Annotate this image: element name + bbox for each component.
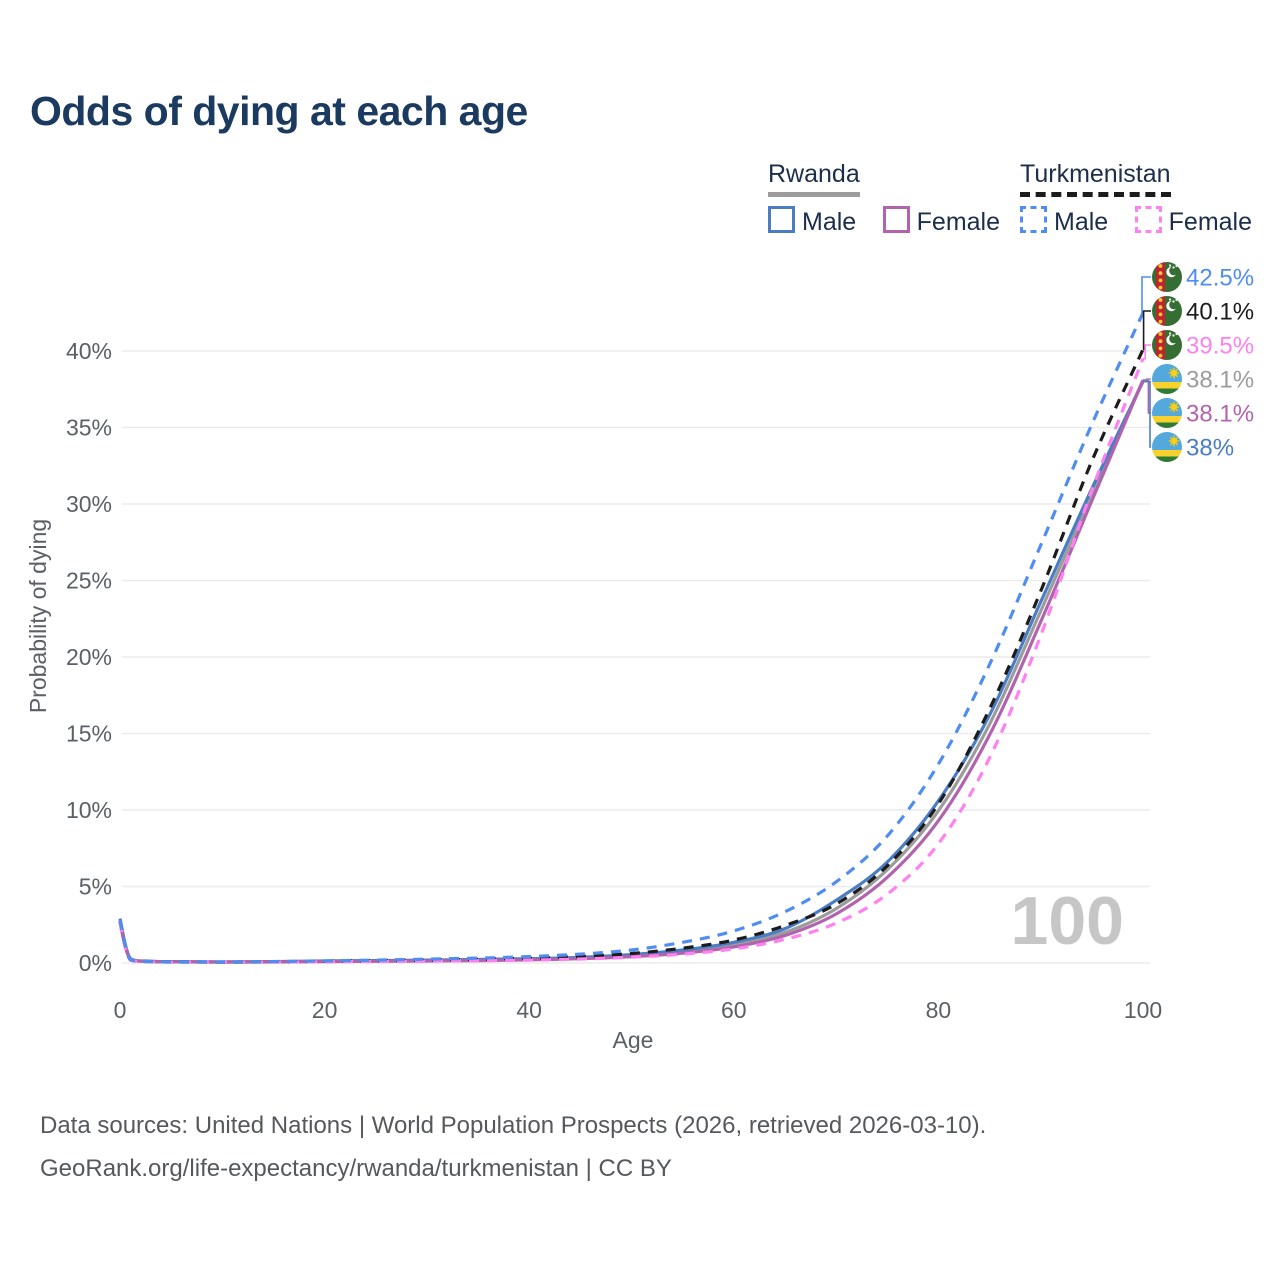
legend-label-turkmenistan-female: Female xyxy=(1168,208,1253,236)
label-connector-rwanda-male xyxy=(1143,380,1151,448)
label-connector-turkmenistan-all xyxy=(1142,310,1151,351)
series-line-turkmenistan-female[interactable] xyxy=(118,358,1145,964)
end-label-rwanda-female: 38.1% xyxy=(1186,401,1254,428)
label-connector-turkmenistan-male xyxy=(1141,276,1151,314)
rwanda-flag-icon xyxy=(1152,398,1182,428)
page-title: Odds of dying at each age xyxy=(30,88,528,134)
series-line-rwanda-female[interactable] xyxy=(118,379,1145,964)
footer: Data sources: United Nations | World Pop… xyxy=(40,1104,986,1190)
x-tick-40: 40 xyxy=(516,997,542,1023)
x-axis-title: Age xyxy=(613,1027,654,1053)
turkmenistan-flag-icon xyxy=(1152,262,1182,292)
end-label-rwanda-male: 38% xyxy=(1186,435,1234,462)
legend-label-rwanda-male: Male xyxy=(802,208,857,236)
series-line-rwanda-all[interactable] xyxy=(118,379,1145,964)
x-tick-0: 0 xyxy=(114,997,127,1023)
end-label-turkmenistan-female: 39.5% xyxy=(1186,333,1254,360)
x-tick-80: 80 xyxy=(926,997,952,1023)
x-tick-60: 60 xyxy=(721,997,747,1023)
legend-item-rwanda-male[interactable]: Male xyxy=(768,206,856,237)
series-line-rwanda-male[interactable] xyxy=(118,380,1145,964)
y-tick-10: 10% xyxy=(66,797,112,823)
series-line-turkmenistan-all[interactable] xyxy=(118,348,1145,964)
legend-label-rwanda-female: Female xyxy=(916,208,1001,236)
end-label-turkmenistan-all: 40.1% xyxy=(1186,299,1254,326)
legend-item-rwanda-female[interactable]: Female xyxy=(882,206,1001,237)
y-tick-20: 20% xyxy=(66,644,112,670)
y-axis-title: Probability of dying xyxy=(25,519,51,713)
y-tick-15: 15% xyxy=(66,721,112,747)
legend-group-turkmenistan: Turkmenistan Male Female xyxy=(1020,160,1274,237)
legend-item-turkmenistan-female[interactable]: Female xyxy=(1134,206,1253,237)
y-tick-5: 5% xyxy=(79,874,112,900)
y-tick-30: 30% xyxy=(66,491,112,517)
turkmenistan-flag-icon xyxy=(1152,330,1182,360)
footer-data-sources: Data sources: United Nations | World Pop… xyxy=(40,1112,987,1139)
y-tick-25: 25% xyxy=(66,568,112,594)
x-tick-20: 20 xyxy=(312,997,338,1023)
legend-label-turkmenistan-male: Male xyxy=(1054,208,1109,236)
series-line-turkmenistan-male[interactable] xyxy=(118,312,1145,964)
end-label-rwanda-all: 38.1% xyxy=(1186,367,1254,394)
label-connector-turkmenistan-female xyxy=(1143,344,1151,360)
legend-item-turkmenistan-male[interactable]: Male xyxy=(1020,206,1108,237)
turkmenistan-male-swatch-icon xyxy=(1020,206,1047,233)
legend-country-turkmenistan[interactable]: Turkmenistan xyxy=(1020,160,1171,197)
age-watermark: 100 xyxy=(1011,883,1124,959)
footer-attribution: GeoRank.org/life-expectancy/rwanda/turkm… xyxy=(40,1155,672,1182)
x-tick-100: 100 xyxy=(1124,997,1162,1023)
rwanda-male-swatch-icon xyxy=(768,206,795,233)
end-label-turkmenistan-male: 42.5% xyxy=(1186,265,1254,292)
rwanda-flag-icon xyxy=(1152,432,1182,462)
turkmenistan-female-swatch-icon xyxy=(1134,206,1162,233)
legend-country-rwanda[interactable]: Rwanda xyxy=(768,160,860,197)
rwanda-female-swatch-icon xyxy=(882,206,910,233)
y-tick-0: 0% xyxy=(79,950,112,976)
legend-group-rwanda: Rwanda Male Female xyxy=(768,160,1022,237)
y-tick-35: 35% xyxy=(66,415,112,441)
turkmenistan-flag-icon xyxy=(1152,296,1182,326)
rwanda-flag-icon xyxy=(1152,364,1182,394)
y-tick-40: 40% xyxy=(66,338,112,364)
